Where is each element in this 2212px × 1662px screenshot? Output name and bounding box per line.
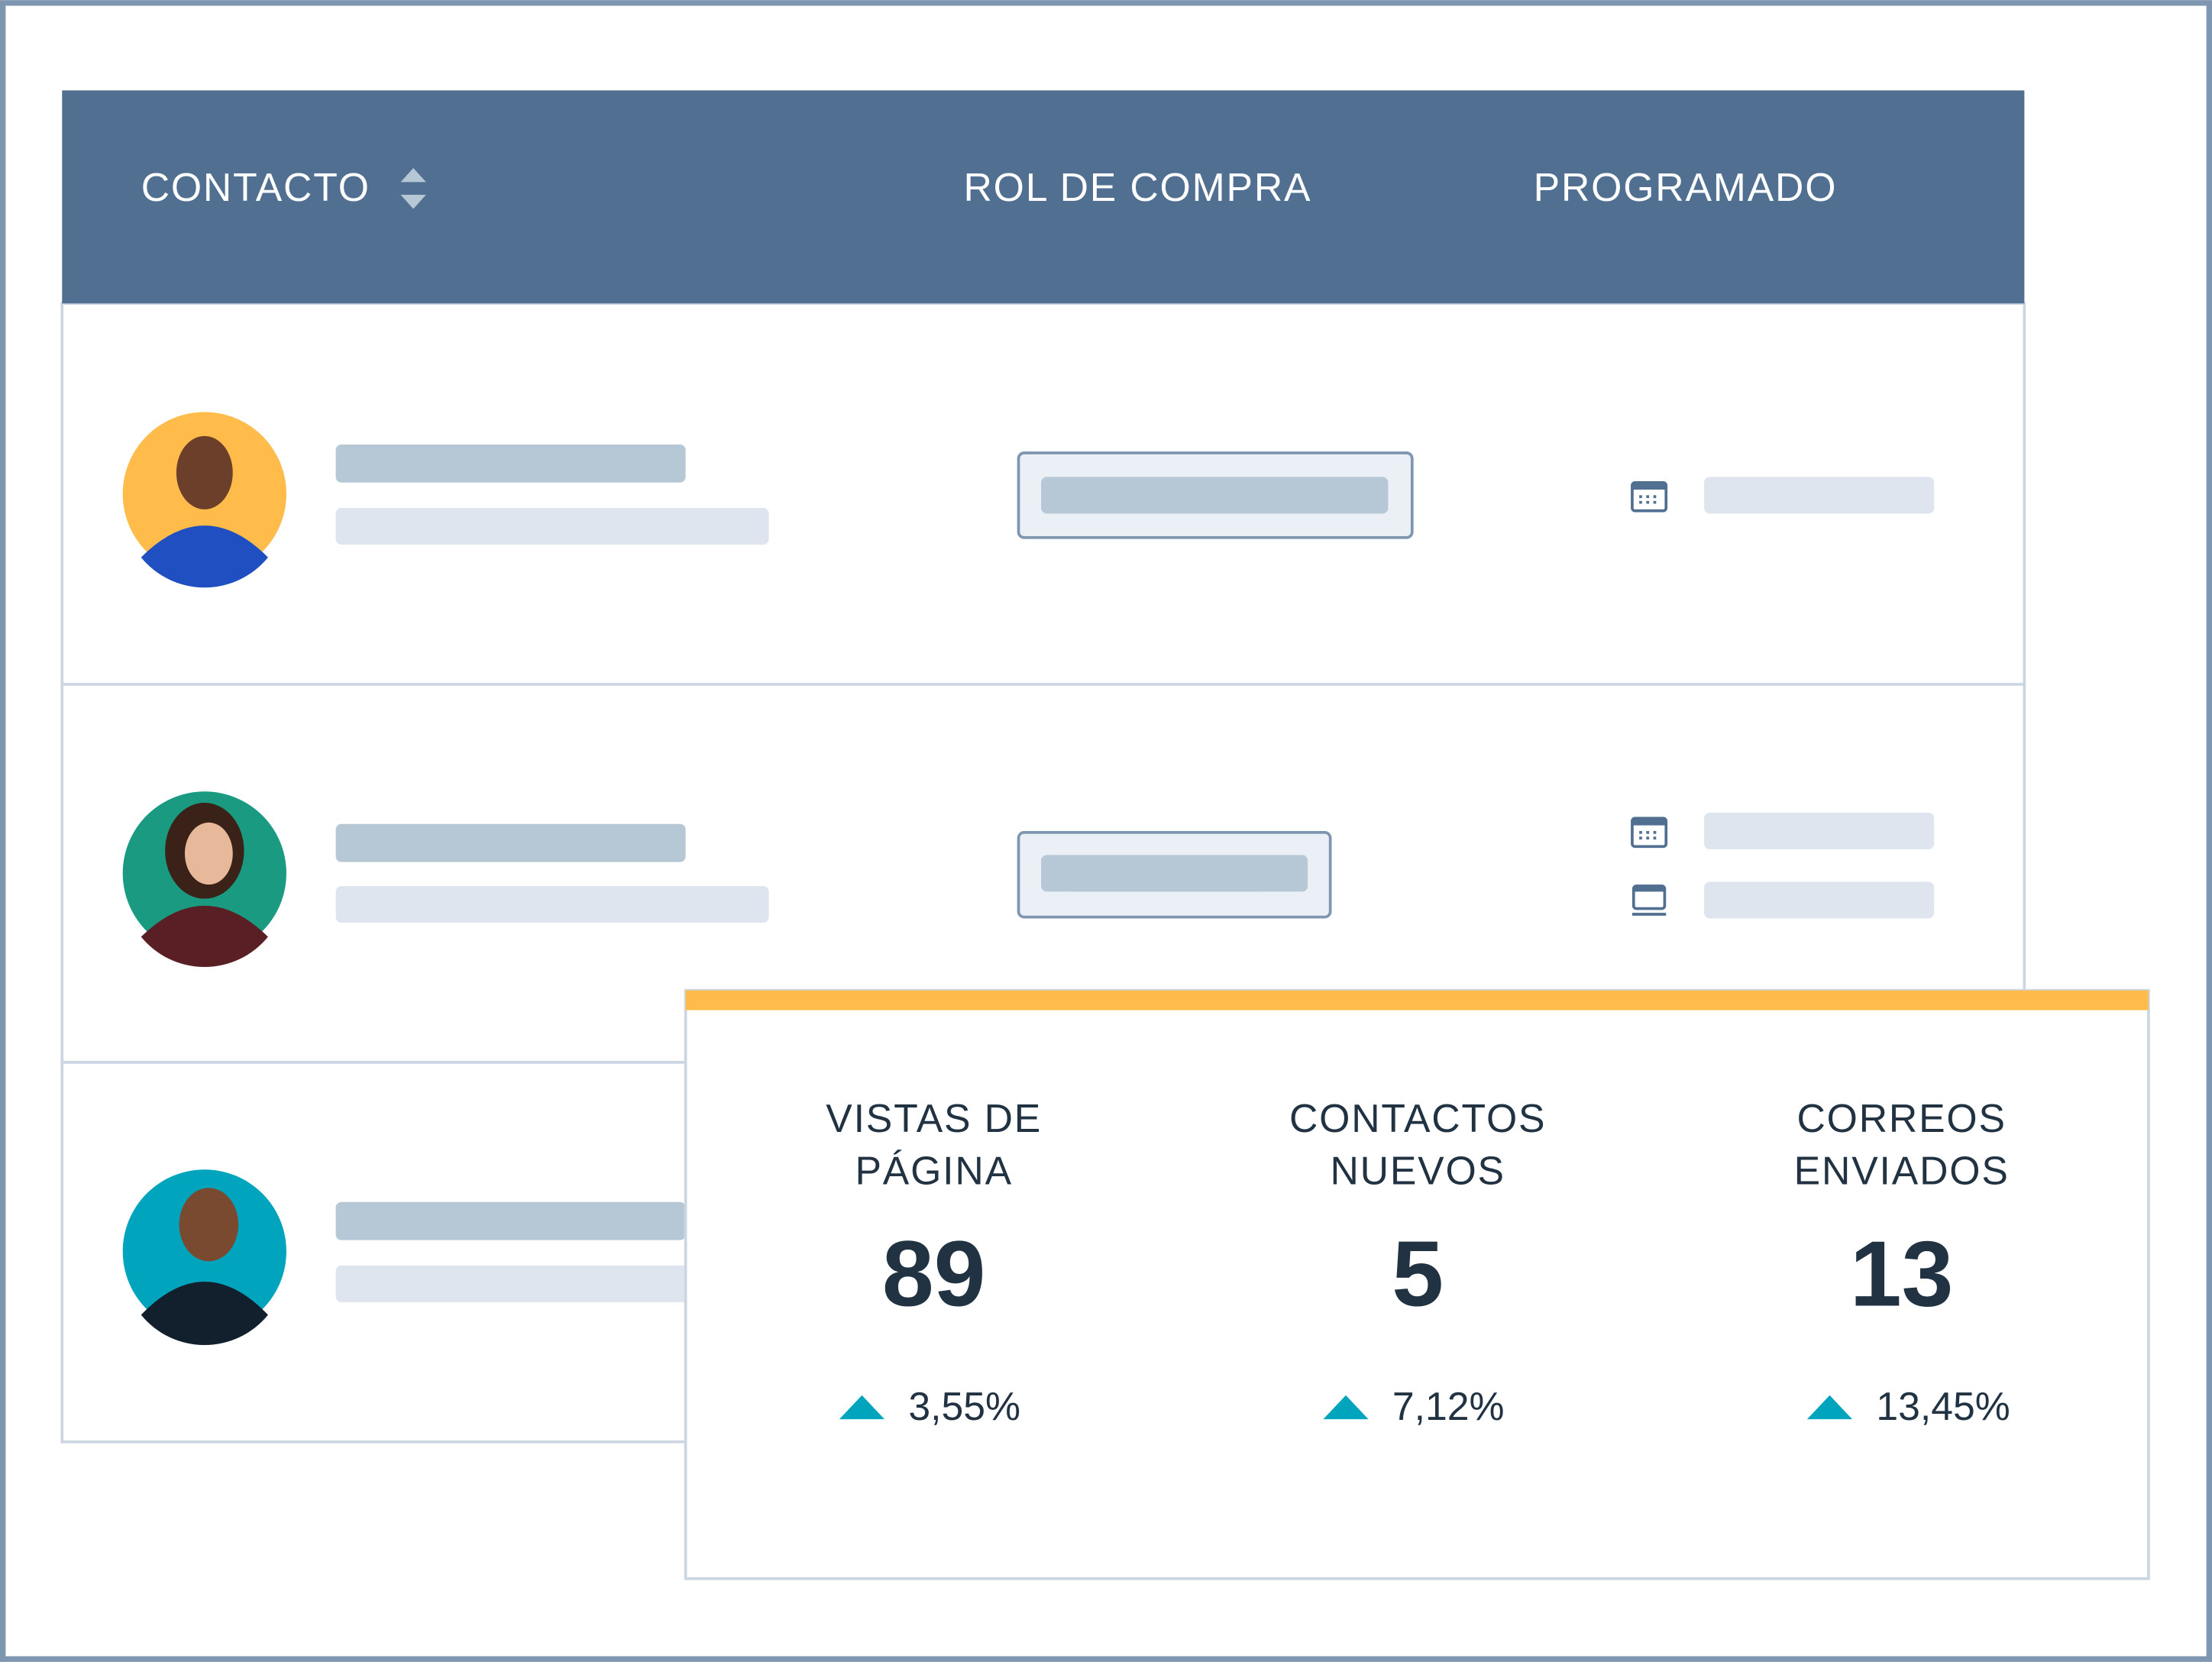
stat-label: CONTACTOS [1289,1096,1546,1140]
stat-value: 89 [882,1221,986,1325]
placeholder [1704,881,1935,919]
stats-card [684,988,2150,1580]
stat-value: 5 [1392,1221,1444,1325]
placeholder [1704,812,1935,850]
avatar-head [176,435,233,509]
placeholder [335,444,686,483]
stat-value: 13 [1850,1221,1954,1325]
calendar-icon [1631,816,1668,849]
card-accent [685,990,2149,1010]
stat-change: 3,55% [908,1384,1020,1428]
header-cell[interactable]: CONTACTO [141,165,370,209]
stat-label: VISTAS DE [826,1096,1042,1140]
stat-change: 7,12% [1392,1384,1505,1428]
sort-icon[interactable] [400,167,426,209]
placeholder [335,1265,689,1302]
calendar-icon [1631,480,1668,513]
up-arrow [1323,1395,1369,1420]
placeholder [1041,855,1308,892]
stat-label: ENVIADOS [1794,1148,2010,1192]
avatar-body [141,905,268,968]
header-cell: PROGRAMADO [1534,165,1838,209]
avatar-head [179,1188,239,1262]
avatar-body [141,525,268,588]
stat-label: CORREOS [1796,1096,2006,1140]
avatar-body [141,1282,268,1346]
placeholder [1704,477,1935,514]
header-cell: ROL DE COMPRA [963,165,1311,209]
placeholder [335,886,769,923]
avatar-head [184,822,233,885]
placeholder [335,1201,686,1240]
stats: VISTAS DE PÁGINA 89 3,55% CONTACTOS NUEVOS 5 7,… [826,1096,2010,1428]
stat-label: PÁGINA [855,1148,1012,1192]
up-arrow [1806,1395,1853,1420]
stat-change: 13,45% [1876,1384,2010,1428]
table-header [62,90,2025,304]
laptop-icon [1632,884,1667,916]
row[interactable] [122,412,1935,588]
up-arrow [839,1395,885,1420]
placeholder [335,508,769,545]
row[interactable] [122,1169,689,1346]
placeholder [1041,477,1389,514]
row[interactable] [122,791,1935,968]
stat-label: NUEVOS [1330,1148,1505,1192]
placeholder [335,823,686,862]
